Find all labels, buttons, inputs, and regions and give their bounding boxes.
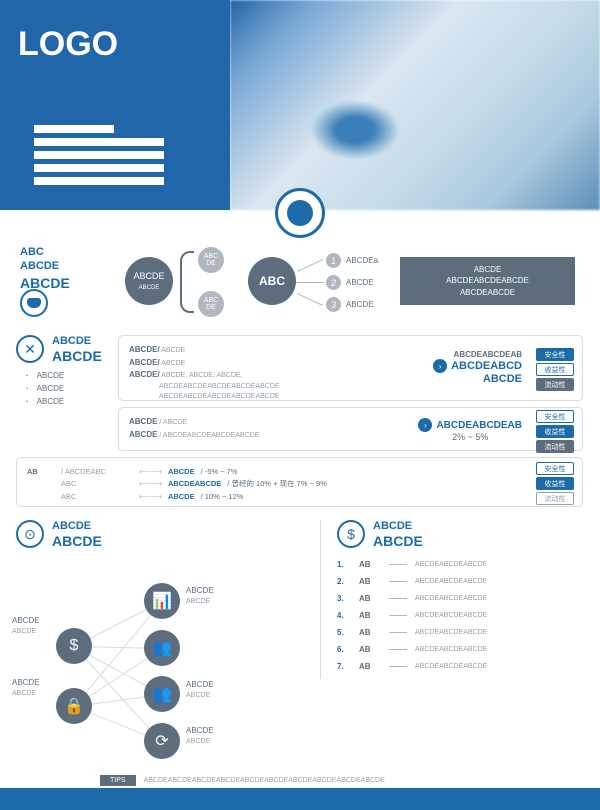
card3-row: AB/ ABCDEABC⟵⟶ABCDE/ -5% ~ 7% <box>27 467 572 476</box>
card3-row: ABC⟵⟶ABCDE/ 10% ~ 12% <box>27 492 572 501</box>
s1-title2: ABCDE <box>20 259 70 273</box>
card1-tags: 安全性 收益性 流动性 <box>536 348 574 391</box>
list-item: 2.ABABCDEABCDEABCDE <box>337 577 590 586</box>
branch-1: 1ABCDEa <box>326 253 378 268</box>
s3-title1: ABCDE <box>52 520 102 533</box>
card3-tags: 安全性 收益性 流动性 <box>536 462 574 505</box>
section-3: ⊙ ABCDE ABCDE $ ABCDEABCDE 📊 ABCDEABCDE 👥 👥 AB… <box>16 520 306 758</box>
tools-icon: ✕ <box>16 335 44 363</box>
small-node-bot: ABC DE <box>198 291 224 317</box>
header-blue-panel: LOGO <box>0 0 230 210</box>
diagram-node-icon: 📊 <box>144 583 180 619</box>
tips-badge: TIPS <box>100 775 136 786</box>
diagram-node-icon: 👥 <box>144 676 180 712</box>
chevron-icon: › <box>433 359 447 373</box>
tips-text: ABCDEABCDEABCDEABCDEABCDEABCDEABCDEABCDE… <box>144 777 385 784</box>
diagram-node-icon: 👥 <box>144 630 180 666</box>
list-item: 4.ABABCDEABCDEABCDE <box>337 611 590 620</box>
card-2: ABCDE / ABCDE ABCDE / ABCDEABCDEABCDEABC… <box>118 407 583 451</box>
node-circle-2: ABC <box>248 257 296 305</box>
s4-title1: ABCDE <box>373 520 423 533</box>
small-node-top: ABC DE <box>198 247 224 273</box>
s2-title2: ABCDE <box>52 348 102 365</box>
header: LOGO <box>0 0 600 210</box>
center-badge-icon <box>275 188 325 238</box>
diagram-node-label: ABCDEABCDE <box>12 678 40 698</box>
logo-text: LOGO <box>18 25 118 64</box>
card2-tags: 安全性 收益性 流动性 <box>536 410 574 453</box>
list-item: 3.ABABCDEABCDEABCDE <box>337 594 590 603</box>
s1-title3: ABCDE <box>20 274 70 292</box>
footer-bar <box>0 788 600 810</box>
section-1: ABC ABCDE ABCDE ABCDEABCDE ABC DE ABC DE… <box>0 245 600 325</box>
card1-highlight: ABCDEABCDEAB ›ABCDEABCD ABCDE <box>433 350 522 385</box>
list-item: 1.ABABCDEABCDEABCDE <box>337 560 590 569</box>
diagram-node-label: ABCDEABCDE <box>186 586 214 606</box>
branch-2: 2ABCDE <box>326 275 374 290</box>
diagram-node-icon: ⟳ <box>144 723 180 759</box>
chevron-icon: › <box>418 418 432 432</box>
s4-title2: ABCDE <box>373 533 423 550</box>
network-diagram: $ABCDEABCDE📊ABCDEABCDE👥👥ABCDEABCDE🔒ABCDE… <box>16 558 296 758</box>
card-1: ABCDE/ ABCDE ABCDE/ ABCDE ABCDE/ ABCDE, … <box>118 335 583 401</box>
s3-title2: ABCDE <box>52 533 102 550</box>
list-item: 7.ABABCDEABCDEABCDE <box>337 662 590 671</box>
list-item: 5.ABABCDEABCDEABCDE <box>337 628 590 637</box>
card2-highlight: ›ABCDEABCDEAB 2% ~ 5% <box>418 418 522 442</box>
branch-3: 3ABCDE <box>326 297 374 312</box>
section1-titles: ABC ABCDE ABCDE <box>20 245 70 292</box>
info-grey-box: ABCDE ABCDEABCDEABCDE ABCDEABCDE <box>400 257 575 305</box>
diagram-node-label: ABCDEABCDE <box>12 616 40 636</box>
magnify-icon: ⊙ <box>16 520 44 548</box>
hand-icon <box>20 289 48 317</box>
bracket-connector <box>180 251 194 313</box>
diagram-node-label: ABCDEABCDE <box>186 680 214 700</box>
card-3: AB/ ABCDEABC⟵⟶ABCDE/ -5% ~ 7% ABC⟵⟶ABCDEA… <box>16 457 583 507</box>
s2-title1: ABCDE <box>52 335 102 348</box>
section-4: $ ABCDE ABCDE 1.ABABCDEABCDEABCDE 2.ABABC… <box>320 520 590 679</box>
s1-title1: ABC <box>20 245 70 259</box>
numbered-list: 1.ABABCDEABCDEABCDE 2.ABABCDEABCDEABCDE 3.… <box>337 560 590 671</box>
diagram-node-icon: 🔒 <box>56 688 92 724</box>
diagram-node-icon: $ <box>56 628 92 664</box>
list-item: 6.ABABCDEABCDEABCDE <box>337 645 590 654</box>
node-circle-1: ABCDEABCDE <box>125 257 173 305</box>
coin-icon: $ <box>337 520 365 548</box>
header-photo <box>230 0 600 210</box>
header-lines-icon <box>34 125 164 190</box>
tips-bar: TIPS ABCDEABCDEABCDEABCDEABCDEABCDEABCDE… <box>100 775 385 786</box>
card3-row: ABC⟵⟶ABCDEABCDE/ 曾经的 10% + 现在 7% ~ 9% <box>27 478 572 489</box>
diagram-node-label: ABCDEABCDE <box>186 726 214 746</box>
